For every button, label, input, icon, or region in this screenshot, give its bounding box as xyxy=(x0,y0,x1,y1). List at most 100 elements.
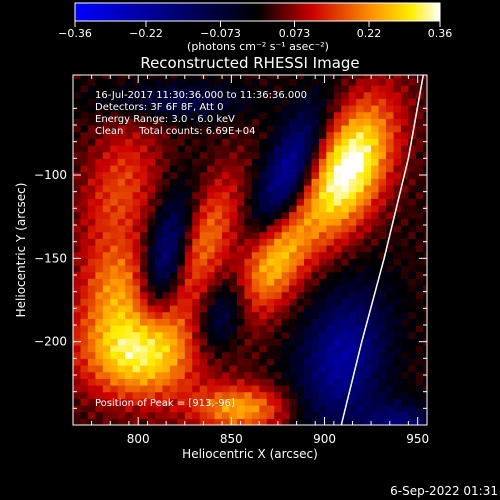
heatmap-cell xyxy=(80,345,89,353)
heatmap-cell xyxy=(266,191,275,199)
heatmap-cell xyxy=(259,145,268,153)
heatmap-cell xyxy=(266,305,275,313)
heatmap-cell xyxy=(341,325,350,333)
heatmap-cell xyxy=(408,138,417,146)
heatmap-cell xyxy=(259,291,268,299)
heatmap-cell xyxy=(192,205,201,213)
heatmap-cell xyxy=(266,198,275,206)
heatmap-cell xyxy=(222,75,231,79)
heatmap-cell xyxy=(289,165,298,173)
heatmap-cell xyxy=(400,211,409,219)
heatmap-cell xyxy=(229,411,238,419)
heatmap-cell xyxy=(274,165,283,173)
heatmap-cell xyxy=(356,325,365,333)
heatmap-cell xyxy=(132,78,141,86)
heatmap-cell xyxy=(87,191,96,199)
heatmap-cell xyxy=(236,265,246,273)
heatmap-cell xyxy=(154,378,164,386)
heatmap-cell xyxy=(423,351,427,359)
heatmap-cell xyxy=(296,398,305,406)
heatmap-cell xyxy=(214,145,223,153)
heatmap-cell xyxy=(259,111,268,119)
heatmap-cell xyxy=(199,405,208,413)
heatmap-cell xyxy=(371,338,380,346)
heatmap-cell xyxy=(356,378,365,386)
heatmap-cell xyxy=(192,105,201,113)
heatmap-cell xyxy=(400,245,409,253)
heatmap-cell xyxy=(371,265,380,273)
heatmap-cell xyxy=(169,178,178,186)
heatmap-cell xyxy=(378,311,387,319)
heatmap-cell xyxy=(281,291,290,299)
heatmap-cell xyxy=(259,398,268,406)
heatmap-cell xyxy=(80,325,89,333)
heatmap-cell xyxy=(184,238,193,246)
heatmap-cell xyxy=(244,111,253,119)
x-tick-label: 950 xyxy=(406,432,429,446)
heatmap-cell xyxy=(378,385,387,393)
heatmap-cell xyxy=(386,211,395,219)
heatmap-cell xyxy=(110,205,119,213)
heatmap-cell xyxy=(110,158,119,166)
heatmap-cell xyxy=(110,105,119,113)
heatmap-cell xyxy=(125,385,134,393)
heatmap-cell xyxy=(363,258,372,266)
heatmap-cell xyxy=(199,238,208,246)
heatmap-cell xyxy=(147,171,156,179)
heatmap-cell xyxy=(423,331,427,339)
heatmap-cell xyxy=(266,385,275,393)
heatmap-cell xyxy=(274,78,283,86)
heatmap-cell xyxy=(341,258,350,266)
heatmap-cell xyxy=(266,231,275,239)
heatmap-cell xyxy=(333,145,342,153)
heatmap-cell xyxy=(393,338,402,346)
heatmap-cell xyxy=(177,151,186,159)
heatmap-cell xyxy=(251,131,260,139)
heatmap-cell xyxy=(132,365,141,373)
heatmap-cell xyxy=(304,185,313,193)
heatmap-cell xyxy=(311,338,320,346)
heatmap-cell xyxy=(199,345,208,353)
heatmap-cell xyxy=(326,125,335,133)
heatmap-cell xyxy=(304,418,313,425)
heatmap-cell xyxy=(304,138,313,146)
heatmap-cell xyxy=(184,131,193,139)
heatmap-cell xyxy=(251,205,260,213)
heatmap-cell xyxy=(415,351,424,359)
heatmap-cell xyxy=(154,198,164,206)
heatmap-cell xyxy=(229,391,238,399)
heatmap-cell xyxy=(147,105,156,113)
heatmap-cell xyxy=(408,251,417,259)
heatmap-cell xyxy=(386,265,395,273)
heatmap-cell xyxy=(73,325,82,333)
heatmap-cell xyxy=(259,411,268,419)
heatmap-cell xyxy=(117,91,126,99)
heatmap-cell xyxy=(192,278,201,286)
heatmap-cell xyxy=(400,265,409,273)
heatmap-cell xyxy=(363,105,372,113)
heatmap-cell xyxy=(326,285,335,293)
heatmap-cell xyxy=(251,405,260,413)
heatmap-cell xyxy=(125,411,134,419)
heatmap-cell xyxy=(207,351,216,359)
heatmap-cell xyxy=(110,358,119,366)
heatmap-cell xyxy=(87,371,96,379)
heatmap-cell xyxy=(304,285,313,293)
heatmap-cell xyxy=(169,151,178,159)
heatmap-cell xyxy=(110,398,119,406)
heatmap-cell xyxy=(222,158,231,166)
heatmap-cell xyxy=(102,158,111,166)
heatmap-cell xyxy=(80,278,89,286)
heatmap-cell xyxy=(259,151,268,159)
heatmap-cell xyxy=(289,198,298,206)
heatmap-cell xyxy=(326,165,335,173)
heatmap-cell xyxy=(102,305,111,313)
heatmap-cell xyxy=(274,198,283,206)
heatmap-cell xyxy=(102,145,111,153)
heatmap-cell xyxy=(400,311,409,319)
heatmap-cell xyxy=(318,111,327,119)
heatmap-cell xyxy=(125,165,134,173)
heatmap-cell xyxy=(154,78,164,86)
heatmap-cell xyxy=(73,385,82,393)
heatmap-cell xyxy=(311,251,320,259)
